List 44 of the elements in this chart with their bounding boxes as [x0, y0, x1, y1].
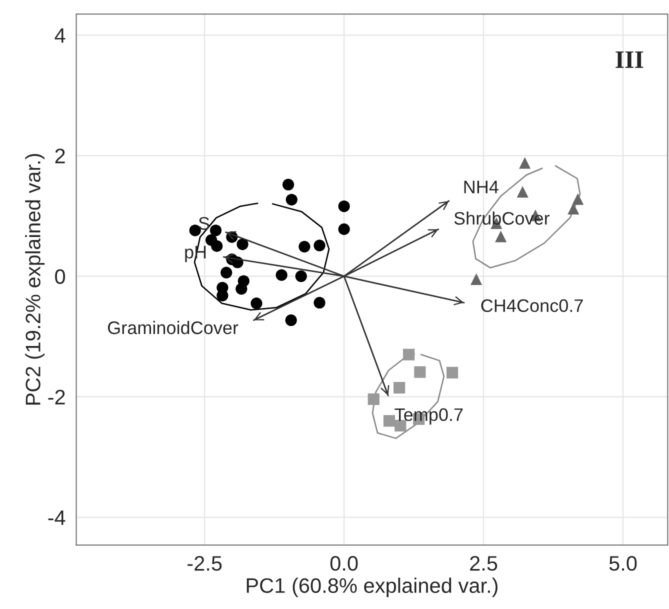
annotation: CH4Conc0.7 — [481, 299, 583, 312]
point — [368, 393, 380, 405]
point — [282, 178, 294, 190]
y-tick-label: 0 — [55, 269, 66, 284]
point — [393, 382, 406, 394]
point — [414, 366, 426, 378]
point — [338, 223, 350, 236]
point — [314, 296, 326, 309]
annotation: Temp0.7 — [394, 408, 463, 425]
y-tick-label: -2 — [48, 390, 65, 404]
point — [338, 200, 350, 212]
point — [285, 314, 297, 326]
y-tick-label: -4 — [48, 510, 66, 525]
point — [314, 240, 326, 252]
annotation: S — [198, 217, 210, 230]
point — [286, 194, 298, 206]
point — [446, 366, 458, 378]
annotation: NH4 — [464, 180, 498, 194]
point — [210, 224, 222, 236]
point — [211, 240, 223, 252]
x-axis-title: PC1 (60.8% explained var.) — [246, 578, 498, 598]
point — [220, 266, 232, 278]
point — [236, 238, 248, 250]
point — [495, 230, 507, 242]
point — [402, 348, 415, 360]
point — [383, 415, 396, 427]
point — [516, 186, 528, 198]
y-tick-label: 2 — [55, 148, 65, 164]
y-tick-label: 4 — [54, 28, 66, 43]
x-tick-label: 2.5 — [470, 556, 498, 571]
point — [298, 240, 310, 252]
point — [519, 157, 531, 169]
x-tick-label: -2.5 — [188, 556, 222, 571]
x-tick-label: 0.0 — [330, 556, 358, 571]
point — [470, 273, 482, 286]
point — [295, 270, 307, 282]
y-axis-title: PC2 (19.2% explained var.) — [25, 154, 45, 405]
x-tick-label: 5.0 — [609, 556, 637, 571]
point — [250, 298, 262, 310]
point — [236, 283, 248, 295]
point — [276, 269, 288, 281]
point — [572, 193, 584, 205]
annotation: III — [616, 51, 644, 68]
annotation: GraminoidCover — [108, 320, 238, 334]
